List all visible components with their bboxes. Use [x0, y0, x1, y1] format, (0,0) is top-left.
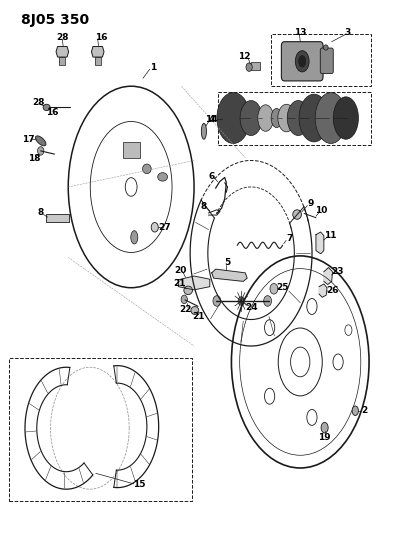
Ellipse shape	[158, 173, 168, 181]
Text: 25: 25	[276, 283, 289, 292]
Text: 6: 6	[208, 172, 215, 181]
Bar	[95, 57, 101, 65]
Ellipse shape	[143, 164, 151, 174]
Text: 16: 16	[95, 33, 108, 42]
Text: 18: 18	[28, 155, 40, 164]
Ellipse shape	[293, 210, 301, 219]
Ellipse shape	[315, 93, 346, 143]
Text: 11: 11	[324, 231, 336, 240]
Ellipse shape	[278, 104, 295, 132]
Ellipse shape	[258, 105, 274, 131]
Circle shape	[238, 297, 244, 305]
Text: 23: 23	[331, 268, 344, 276]
Ellipse shape	[324, 45, 328, 50]
Text: 21: 21	[192, 312, 205, 321]
Text: 7: 7	[286, 235, 292, 244]
Text: 16: 16	[46, 108, 59, 117]
Text: 8: 8	[38, 208, 44, 217]
Ellipse shape	[36, 136, 46, 146]
Text: 28: 28	[56, 33, 69, 42]
Polygon shape	[178, 276, 210, 290]
Text: 8: 8	[200, 201, 207, 211]
Text: 22: 22	[179, 305, 192, 314]
Ellipse shape	[321, 422, 328, 433]
Text: 17: 17	[22, 135, 34, 144]
Text: 9: 9	[307, 199, 314, 208]
Circle shape	[264, 296, 272, 306]
Circle shape	[270, 284, 278, 294]
Ellipse shape	[295, 51, 309, 72]
Text: 21: 21	[173, 279, 185, 288]
Ellipse shape	[287, 101, 309, 135]
Ellipse shape	[201, 123, 206, 139]
Circle shape	[181, 295, 187, 304]
Ellipse shape	[191, 306, 199, 314]
Circle shape	[38, 147, 44, 155]
Text: 20: 20	[174, 266, 187, 275]
Text: 27: 27	[158, 223, 171, 232]
Text: 12: 12	[238, 52, 250, 61]
Text: 14: 14	[205, 115, 218, 124]
FancyBboxPatch shape	[122, 142, 140, 158]
FancyBboxPatch shape	[320, 48, 333, 74]
Text: 10: 10	[315, 206, 327, 215]
Text: 2: 2	[361, 406, 367, 415]
Ellipse shape	[299, 55, 306, 67]
Ellipse shape	[271, 109, 282, 127]
Text: 1: 1	[150, 63, 156, 72]
Ellipse shape	[333, 97, 358, 139]
Polygon shape	[316, 232, 324, 254]
Polygon shape	[56, 46, 69, 57]
Circle shape	[151, 222, 158, 232]
Polygon shape	[324, 268, 333, 285]
Text: 13: 13	[294, 28, 307, 37]
FancyBboxPatch shape	[282, 42, 323, 81]
Ellipse shape	[299, 94, 329, 142]
FancyBboxPatch shape	[251, 62, 260, 70]
Ellipse shape	[217, 93, 250, 143]
Text: 15: 15	[133, 480, 145, 489]
Ellipse shape	[43, 104, 50, 111]
Text: 4: 4	[209, 115, 215, 124]
Ellipse shape	[240, 101, 262, 135]
Ellipse shape	[352, 406, 358, 416]
Text: 26: 26	[326, 286, 339, 295]
Circle shape	[213, 296, 221, 306]
FancyBboxPatch shape	[46, 214, 69, 222]
Bar	[59, 57, 65, 65]
Text: 3: 3	[344, 28, 350, 37]
Polygon shape	[319, 284, 327, 297]
Text: 8J05 350: 8J05 350	[21, 13, 89, 27]
Text: 28: 28	[32, 98, 45, 107]
Polygon shape	[212, 269, 247, 281]
Ellipse shape	[184, 286, 192, 295]
Text: 5: 5	[225, 259, 230, 267]
Text: 19: 19	[318, 433, 331, 442]
Ellipse shape	[131, 231, 138, 244]
Polygon shape	[91, 46, 104, 57]
Text: 24: 24	[245, 303, 257, 312]
Circle shape	[246, 63, 252, 71]
